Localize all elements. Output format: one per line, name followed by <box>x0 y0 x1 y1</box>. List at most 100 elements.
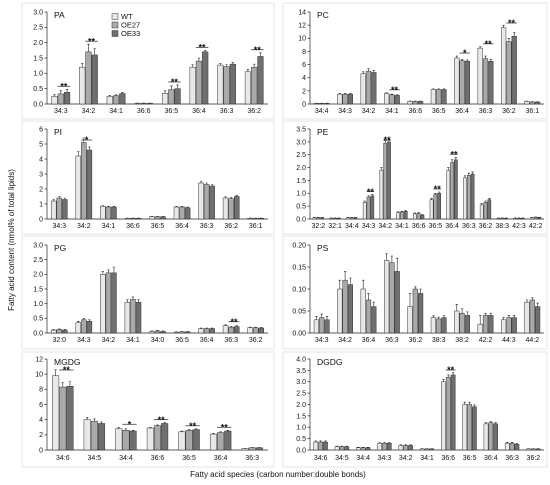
error-bar <box>400 210 404 213</box>
y-tick-label: 1.0 <box>33 71 43 78</box>
x-tick-label: 34:2 <box>399 455 413 462</box>
bar-oe33 <box>464 315 471 334</box>
bar-oe33 <box>62 329 68 334</box>
bar-wt <box>504 442 510 451</box>
error-bar <box>507 315 511 318</box>
panel-frame <box>282 235 548 350</box>
error-bar <box>137 299 140 303</box>
bar-wt <box>441 381 446 451</box>
bar-wt <box>513 217 517 220</box>
error-bar <box>77 151 80 156</box>
y-tick-label: 6 <box>302 62 306 69</box>
error-bar <box>442 88 446 90</box>
bar-oe27 <box>56 197 63 220</box>
bar-oe33 <box>537 217 542 220</box>
error-bar <box>114 94 118 96</box>
bar-oe33 <box>387 141 391 220</box>
error-bar <box>478 46 482 49</box>
significance-mark: * <box>128 419 132 429</box>
y-tick-label: 0 <box>39 216 43 223</box>
bar-oe27 <box>459 60 465 105</box>
bar-oe33 <box>520 217 525 220</box>
bar-oe33 <box>161 423 169 451</box>
bar-wt <box>312 217 317 220</box>
error-bar <box>432 88 435 90</box>
error-bar <box>384 140 387 144</box>
x-tick-label: 36:3 <box>385 337 399 344</box>
error-bar <box>100 421 103 424</box>
bar-oe27 <box>153 425 162 451</box>
x-tick-label: 36:4 <box>362 337 376 344</box>
bar-wt <box>454 310 460 334</box>
significance-mark: ** <box>199 43 207 53</box>
bar-oe33 <box>146 103 154 105</box>
error-bar <box>455 55 458 58</box>
error-bar <box>489 59 493 62</box>
bar-wt <box>313 319 319 334</box>
bar-oe27 <box>217 432 225 451</box>
panel-title: PE <box>317 127 329 137</box>
bar-oe27 <box>81 142 87 220</box>
y-tick-label: 12 <box>35 356 43 363</box>
bar-oe33 <box>488 315 494 334</box>
error-bar <box>101 205 105 207</box>
bar-wt <box>496 217 501 220</box>
bar-oe33 <box>129 430 137 451</box>
y-tick-label: 3 <box>39 171 43 178</box>
error-bar <box>231 62 235 65</box>
x-tick-label: 36:4 <box>214 455 228 462</box>
bar-oe27 <box>333 217 337 220</box>
bar-oe27 <box>349 217 354 220</box>
bar-oe33 <box>504 217 508 220</box>
error-bar <box>187 429 191 431</box>
bar-wt <box>146 427 154 451</box>
bar-wt <box>446 169 451 220</box>
y-tick-label: 6 <box>39 126 43 133</box>
error-bar <box>450 159 454 163</box>
error-bar <box>363 200 366 203</box>
x-tick-label: 36:3 <box>462 223 476 230</box>
bar-wt <box>377 442 382 451</box>
significance-mark: ** <box>88 36 96 46</box>
bar-oe27 <box>482 58 489 105</box>
x-tick-label: 36:6 <box>137 108 151 115</box>
error-bar <box>404 210 407 212</box>
bar-oe27 <box>531 448 536 451</box>
error-bar <box>408 293 412 307</box>
error-bar <box>88 146 91 150</box>
bar-oe33 <box>111 272 117 334</box>
panel-title: PG <box>54 243 66 253</box>
error-bar <box>61 382 64 388</box>
panel-frame <box>282 2 548 120</box>
x-tick-label: 34:1 <box>385 108 399 115</box>
y-tick-label: 3.0 <box>33 242 43 249</box>
error-bar <box>205 182 208 185</box>
bar-oe27 <box>122 430 130 451</box>
bar-wt <box>222 197 229 220</box>
y-tick-label: 2.5 <box>296 152 306 159</box>
error-bar <box>195 428 198 430</box>
y-tick-label: 1.5 <box>296 178 306 185</box>
error-bar <box>414 286 417 289</box>
bar-oe27 <box>403 445 409 451</box>
error-bar <box>68 381 72 387</box>
bar-wt <box>222 325 229 334</box>
bar-wt <box>124 301 131 334</box>
y-tick-label: 2 <box>39 186 43 193</box>
bar-wt <box>396 212 400 220</box>
bar-wt <box>462 404 468 451</box>
error-bar <box>63 197 67 200</box>
bar-oe27 <box>228 326 234 334</box>
bar-oe27 <box>195 60 203 105</box>
error-bar <box>409 444 412 446</box>
bar-oe27 <box>252 327 259 334</box>
bar-wt <box>247 327 253 334</box>
error-bar <box>430 198 433 200</box>
y-tick-label: 0.0 <box>33 330 43 337</box>
error-bar <box>507 37 511 42</box>
error-bar <box>460 308 464 314</box>
error-bar <box>180 205 184 207</box>
bar-oe27 <box>319 317 325 334</box>
bar-wt <box>360 73 366 105</box>
bar-wt <box>329 217 334 220</box>
